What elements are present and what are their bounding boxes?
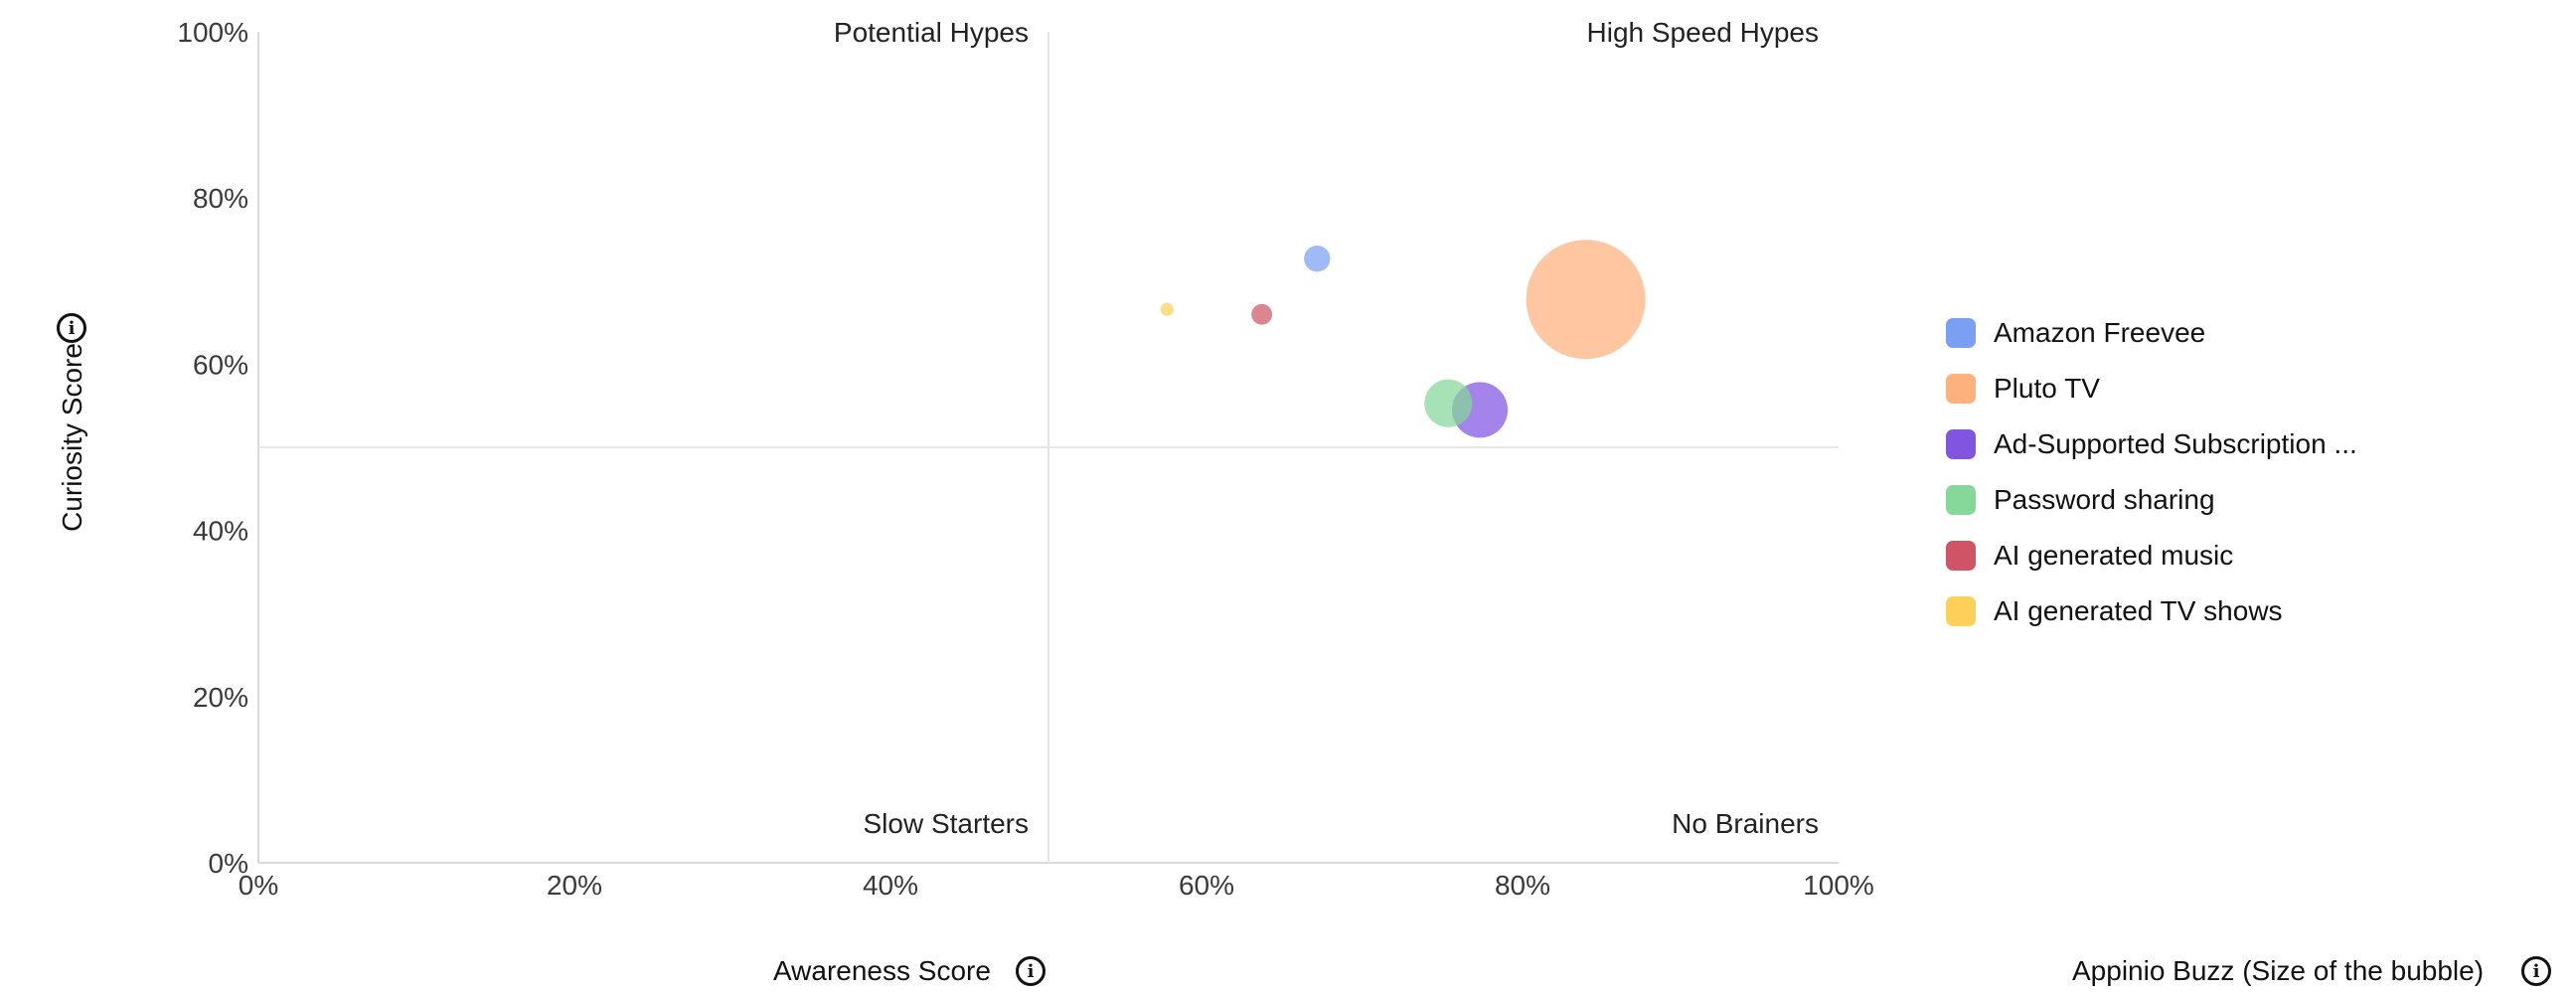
legend-label: AI generated TV shows [1994, 595, 2283, 626]
legend-item[interactable]: AI generated music [1946, 528, 2357, 583]
y-tick-label: 60% [193, 349, 248, 380]
y-tick-label: 40% [193, 516, 248, 547]
legend-swatch [1946, 374, 1976, 404]
legend-swatch [1946, 318, 1976, 348]
chart-legend: Amazon Freevee Pluto TV Ad-Supported Subsc… [1946, 305, 2357, 639]
legend-swatch [1946, 485, 1976, 515]
x-tick-label: 0% [239, 870, 278, 901]
legend-swatch [1946, 596, 1976, 626]
y-axis-title: Curiosity Score [57, 343, 87, 532]
legend-label: AI generated music [1994, 540, 2234, 571]
y-tick-label: 80% [193, 183, 248, 214]
legend-label: Amazon Freevee [1994, 317, 2206, 348]
legend-swatch [1946, 429, 1976, 459]
legend-item[interactable]: Password sharing [1946, 472, 2357, 528]
legend-item[interactable]: Ad-Supported Subscription ... [1946, 416, 2357, 472]
legend-label: Pluto TV [1994, 373, 2100, 404]
legend-label: Ad-Supported Subscription ... [1994, 428, 2357, 459]
bubble[interactable]: Amazon Freevee [1304, 246, 1331, 272]
legend-label: Password sharing [1994, 484, 2215, 515]
x-tick-label: 100% [1803, 870, 1874, 901]
quadrant-label-high-speed-hypes: High Speed Hypes [1587, 17, 1819, 48]
x-tick-label: 80% [1495, 870, 1550, 901]
y-tick-label: 100% [177, 17, 248, 48]
quadrant-label-potential-hypes: Potential Hypes [834, 17, 1029, 48]
curiosity-info-icon[interactable]: i [57, 313, 86, 343]
legend-item[interactable]: Pluto TV [1946, 361, 2357, 416]
quadrant-label-no-brainers: No Brainers [1672, 808, 1819, 839]
x-tick-label: 40% [863, 870, 918, 901]
y-tick-label: 20% [193, 682, 248, 713]
legend-item[interactable]: AI generated TV shows [1946, 583, 2357, 639]
x-axis-title: Awareness Score [773, 955, 991, 986]
bubble[interactable]: AI generated music [1251, 303, 1273, 325]
bubble[interactable]: Pluto TV [1526, 240, 1646, 360]
bubble-size-title: Appinio Buzz (Size of the bubble) [2072, 955, 2485, 986]
quadrant-label-slow-starters: Slow Starters [864, 808, 1030, 839]
x-tick-label: 60% [1179, 870, 1234, 901]
awareness-info-icon[interactable]: i [1016, 956, 1046, 986]
legend-item[interactable]: Amazon Freevee [1946, 305, 2357, 361]
bubble[interactable]: AI generated TV shows [1160, 302, 1174, 316]
buzz-info-icon[interactable]: i [2521, 956, 2551, 986]
bubble[interactable]: Password sharing [1424, 379, 1473, 427]
legend-swatch [1946, 541, 1976, 571]
x-tick-label: 20% [547, 870, 602, 901]
y-tick-label: 0% [209, 848, 248, 879]
